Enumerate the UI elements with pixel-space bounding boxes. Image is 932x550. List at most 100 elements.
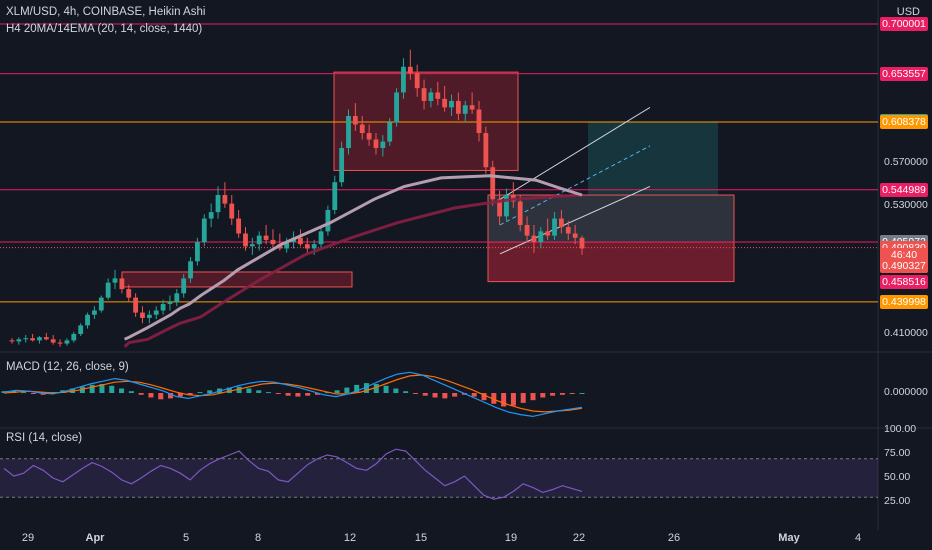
currency-label[interactable]: USD bbox=[896, 6, 920, 18]
candle-body bbox=[133, 297, 139, 313]
rsi-band bbox=[0, 458, 878, 498]
candle-body bbox=[298, 237, 303, 245]
candle-body bbox=[195, 242, 200, 262]
rsi-legend: RSI (14, close) bbox=[6, 432, 83, 444]
price-tag: 0.439998 bbox=[880, 294, 928, 309]
price-tick-label: 0.570000 bbox=[884, 155, 928, 168]
rsi-axis-label: 25.00 bbox=[884, 495, 911, 507]
candle-body bbox=[140, 312, 145, 318]
macd-histogram-bar bbox=[422, 393, 428, 396]
price-tick-label: 0.530000 bbox=[884, 198, 928, 211]
macd-histogram-bar bbox=[119, 388, 125, 393]
main-pane bbox=[0, 0, 932, 530]
macd-axis-label: 0.000000 bbox=[884, 386, 928, 398]
macd-histogram-bar bbox=[510, 393, 516, 406]
macd-histogram-bar bbox=[285, 393, 291, 396]
candle-body bbox=[332, 182, 338, 210]
macd-histogram-bar bbox=[412, 393, 418, 394]
candle-body bbox=[249, 244, 255, 247]
candle-body bbox=[215, 195, 221, 213]
macd-histogram-bar bbox=[89, 384, 95, 393]
candle-body bbox=[71, 333, 77, 341]
supply-zone bbox=[333, 71, 519, 171]
candle-body bbox=[167, 301, 173, 305]
candle-body bbox=[318, 231, 324, 245]
macd-histogram-bar bbox=[11, 390, 17, 393]
candle-body bbox=[455, 100, 461, 114]
candle-body bbox=[579, 237, 585, 249]
macd-histogram-bar bbox=[148, 393, 154, 398]
candle-body bbox=[112, 278, 118, 283]
candle-body bbox=[126, 289, 132, 298]
candle-body bbox=[243, 233, 248, 247]
macd-histogram-bar bbox=[550, 393, 556, 396]
candle-body bbox=[407, 66, 413, 74]
macd-histogram-bar bbox=[266, 392, 272, 394]
rsi-axis-label: 100.00 bbox=[884, 423, 917, 435]
channel-mid bbox=[499, 145, 651, 226]
time-tick-label: May bbox=[778, 532, 800, 544]
candle-body bbox=[256, 235, 262, 245]
time-tick-label: 5 bbox=[182, 532, 190, 544]
macd-histogram-bar bbox=[314, 393, 320, 395]
candle-body bbox=[428, 92, 434, 101]
entry-zone bbox=[487, 194, 735, 243]
macd-histogram-bar bbox=[138, 393, 144, 395]
candle-body bbox=[263, 235, 269, 240]
candle-body bbox=[552, 218, 557, 236]
candle-body bbox=[469, 105, 475, 110]
candle-body bbox=[352, 115, 358, 125]
macd-histogram-bar bbox=[403, 391, 409, 393]
time-tick-label: 29 bbox=[21, 532, 35, 544]
fast-moving-average bbox=[123, 174, 583, 341]
macd-histogram-bar bbox=[579, 393, 585, 394]
candle-body bbox=[208, 212, 214, 219]
candle-body bbox=[105, 282, 111, 298]
macd-histogram-bar bbox=[540, 393, 546, 398]
macd-histogram-bar bbox=[559, 393, 565, 395]
candle-body bbox=[558, 218, 564, 228]
price-tag: 0.700001 bbox=[880, 17, 928, 32]
candle-body bbox=[222, 195, 228, 204]
candle-body bbox=[380, 141, 386, 149]
candle-body bbox=[538, 231, 544, 243]
macd-histogram-bar bbox=[491, 393, 497, 404]
candle-body bbox=[98, 297, 104, 311]
channel-top bbox=[499, 106, 651, 200]
candle-body bbox=[43, 337, 49, 340]
price-tick-label: 0.410000 bbox=[884, 326, 928, 339]
macd-line bbox=[3, 371, 583, 418]
macd-histogram-bar bbox=[168, 393, 174, 399]
candle-body bbox=[373, 139, 379, 149]
candle-body bbox=[160, 304, 166, 311]
candle-body bbox=[325, 209, 331, 232]
price-tag: 0.608378 bbox=[880, 114, 928, 129]
macd-histogram-bar bbox=[109, 385, 115, 393]
candle-body bbox=[346, 115, 351, 149]
macd-histogram-bar bbox=[226, 387, 232, 393]
candle-body bbox=[504, 195, 509, 217]
candle-body bbox=[483, 133, 489, 168]
price-tag: 0.653557 bbox=[880, 66, 928, 81]
time-tick-label: 12 bbox=[343, 532, 357, 544]
macd-histogram-bar bbox=[471, 393, 477, 397]
price-tag: 0.458516 bbox=[880, 275, 928, 290]
candle-body bbox=[23, 338, 29, 340]
time-tick-label: 26 bbox=[667, 532, 681, 544]
candle-body bbox=[188, 261, 193, 279]
time-tick-label: 8 bbox=[254, 532, 262, 544]
candle-body bbox=[78, 325, 84, 334]
macd-histogram-bar bbox=[530, 393, 536, 401]
candle-body bbox=[497, 199, 502, 217]
time-tick-label: Apr bbox=[85, 532, 105, 544]
candle-body bbox=[339, 148, 345, 183]
candle-body bbox=[401, 66, 406, 93]
macd-histogram-bar bbox=[30, 393, 36, 394]
macd-histogram-bar bbox=[520, 393, 526, 403]
price-tag: 0.544989 bbox=[880, 182, 928, 197]
macd-histogram-bar bbox=[452, 393, 458, 397]
candle-body bbox=[442, 98, 448, 108]
candle-body bbox=[270, 239, 276, 245]
candle-body bbox=[50, 339, 56, 343]
